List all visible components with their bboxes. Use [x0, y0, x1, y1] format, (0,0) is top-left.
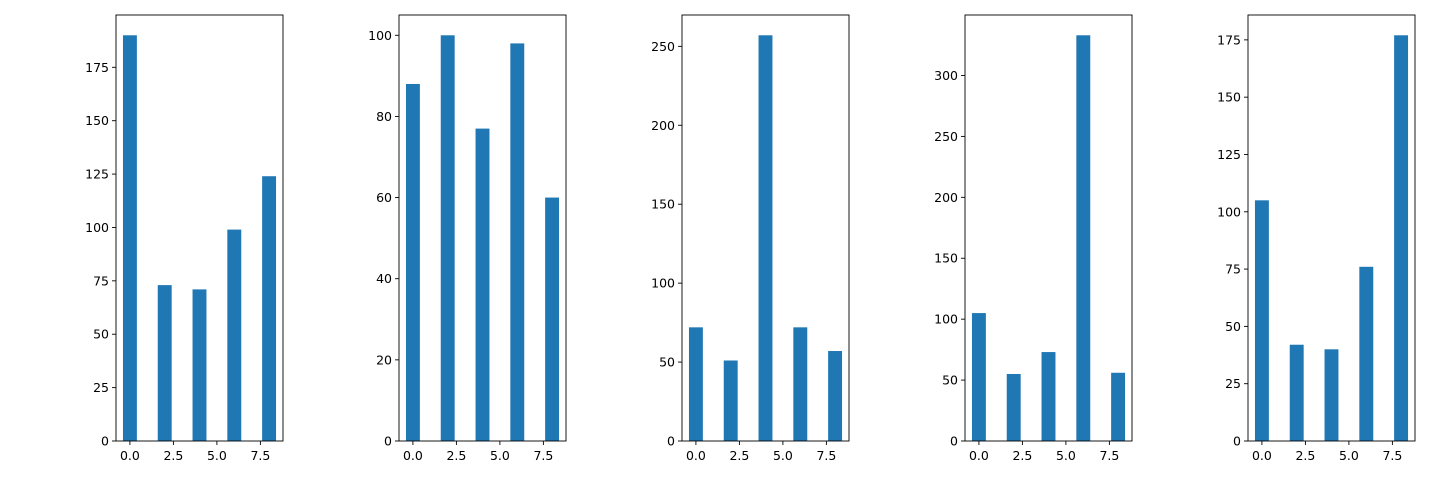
y-tick-label: 50	[1225, 319, 1241, 334]
bar	[1041, 352, 1056, 441]
x-tick-label: 5.0	[773, 448, 793, 463]
x-tick-label: 0.0	[120, 448, 140, 463]
bar	[510, 43, 525, 442]
y-tick-label: 50	[93, 327, 109, 342]
bar	[1006, 373, 1021, 441]
y-tick-label: 175	[85, 60, 109, 75]
y-tick-label: 100	[368, 28, 392, 43]
subplot-1: 0 25 50 75 100 125 150 175 0.0 2.5 5.0 7.5	[85, 14, 284, 463]
bar	[1289, 344, 1304, 441]
bar	[405, 83, 420, 441]
y-tick-label: 150	[651, 197, 675, 212]
x-tick-label: 5.0	[1056, 448, 1076, 463]
y-tick-label: 150	[934, 251, 958, 266]
bar	[1394, 35, 1409, 442]
x-tick-label: 7.5	[533, 448, 553, 463]
axes-frame	[115, 14, 284, 442]
bar	[192, 289, 207, 441]
bar	[723, 360, 738, 441]
bar	[122, 35, 137, 442]
subplot-2: 0 20 40 60 80 100 0.0 2.5 5.0 7.5	[368, 14, 567, 463]
y-tick-label: 80	[376, 109, 392, 124]
subplot-3: 0 50 100 150 200 250 0.0 2.5 5.0 7.5	[651, 14, 850, 463]
bar	[262, 176, 277, 441]
bar	[1076, 35, 1091, 442]
bar	[1254, 200, 1269, 441]
y-tick-label: 0	[950, 434, 958, 449]
subplot-5: 0 25 50 75 100 125 150 175 0.0 2.5 5.0 7.5	[1217, 14, 1416, 463]
y-tick-label: 0	[384, 434, 392, 449]
y-tick-label: 200	[934, 190, 958, 205]
x-tick-label: 5.0	[207, 448, 227, 463]
y-tick-label: 100	[85, 220, 109, 235]
x-tick-label: 5.0	[490, 448, 510, 463]
x-tick-label: 2.5	[446, 448, 466, 463]
y-tick-label: 125	[85, 167, 109, 182]
subplot-4: 0 50 100 150 200 250 300 0.0 2.5 5.0 7.5	[934, 14, 1133, 463]
bar	[1324, 349, 1339, 441]
x-tick-label: 5.0	[1339, 448, 1359, 463]
y-tick-label: 25	[1225, 376, 1241, 391]
bar	[828, 351, 843, 441]
x-tick-label: 2.5	[729, 448, 749, 463]
y-tick-label: 0	[1233, 434, 1241, 449]
axes-frame	[398, 14, 567, 442]
bar	[545, 197, 560, 441]
y-tick-label: 100	[651, 276, 675, 291]
x-tick-label: 7.5	[250, 448, 270, 463]
bar	[1111, 372, 1126, 441]
y-tick-label: 200	[651, 118, 675, 133]
x-tick-label: 0.0	[403, 448, 423, 463]
bar	[157, 285, 172, 441]
y-tick-label: 25	[93, 380, 109, 395]
axes-frame	[964, 14, 1133, 442]
bar	[971, 313, 986, 441]
x-tick-label: 2.5	[1012, 448, 1032, 463]
x-tick-label: 0.0	[686, 448, 706, 463]
bar	[475, 128, 490, 441]
bar	[227, 229, 242, 441]
y-tick-label: 0	[667, 434, 675, 449]
y-tick-label: 175	[1217, 32, 1241, 47]
bar	[758, 35, 773, 442]
y-tick-label: 125	[1217, 147, 1241, 162]
y-tick-label: 20	[376, 352, 392, 367]
y-tick-label: 300	[934, 68, 958, 83]
y-tick-label: 75	[1225, 262, 1241, 277]
y-tick-label: 150	[1217, 90, 1241, 105]
y-tick-label: 250	[651, 39, 675, 54]
y-tick-label: 75	[93, 273, 109, 288]
bar	[793, 327, 808, 441]
x-tick-label: 7.5	[1382, 448, 1402, 463]
y-tick-label: 150	[85, 113, 109, 128]
x-tick-label: 7.5	[816, 448, 836, 463]
axes-frame	[681, 14, 850, 442]
x-tick-label: 0.0	[969, 448, 989, 463]
y-tick-label: 60	[376, 190, 392, 205]
y-tick-label: 100	[1217, 204, 1241, 219]
y-tick-label: 0	[101, 434, 109, 449]
axes-frame	[1247, 14, 1416, 442]
y-tick-label: 100	[934, 312, 958, 327]
y-tick-label: 50	[942, 373, 958, 388]
bar	[440, 35, 455, 442]
y-tick-label: 40	[376, 271, 392, 286]
bar	[1359, 266, 1374, 441]
x-tick-label: 2.5	[163, 448, 183, 463]
x-tick-label: 2.5	[1295, 448, 1315, 463]
bar	[688, 327, 703, 441]
x-tick-label: 0.0	[1252, 448, 1272, 463]
y-tick-label: 50	[659, 355, 675, 370]
y-tick-label: 250	[934, 129, 958, 144]
x-tick-label: 7.5	[1099, 448, 1119, 463]
